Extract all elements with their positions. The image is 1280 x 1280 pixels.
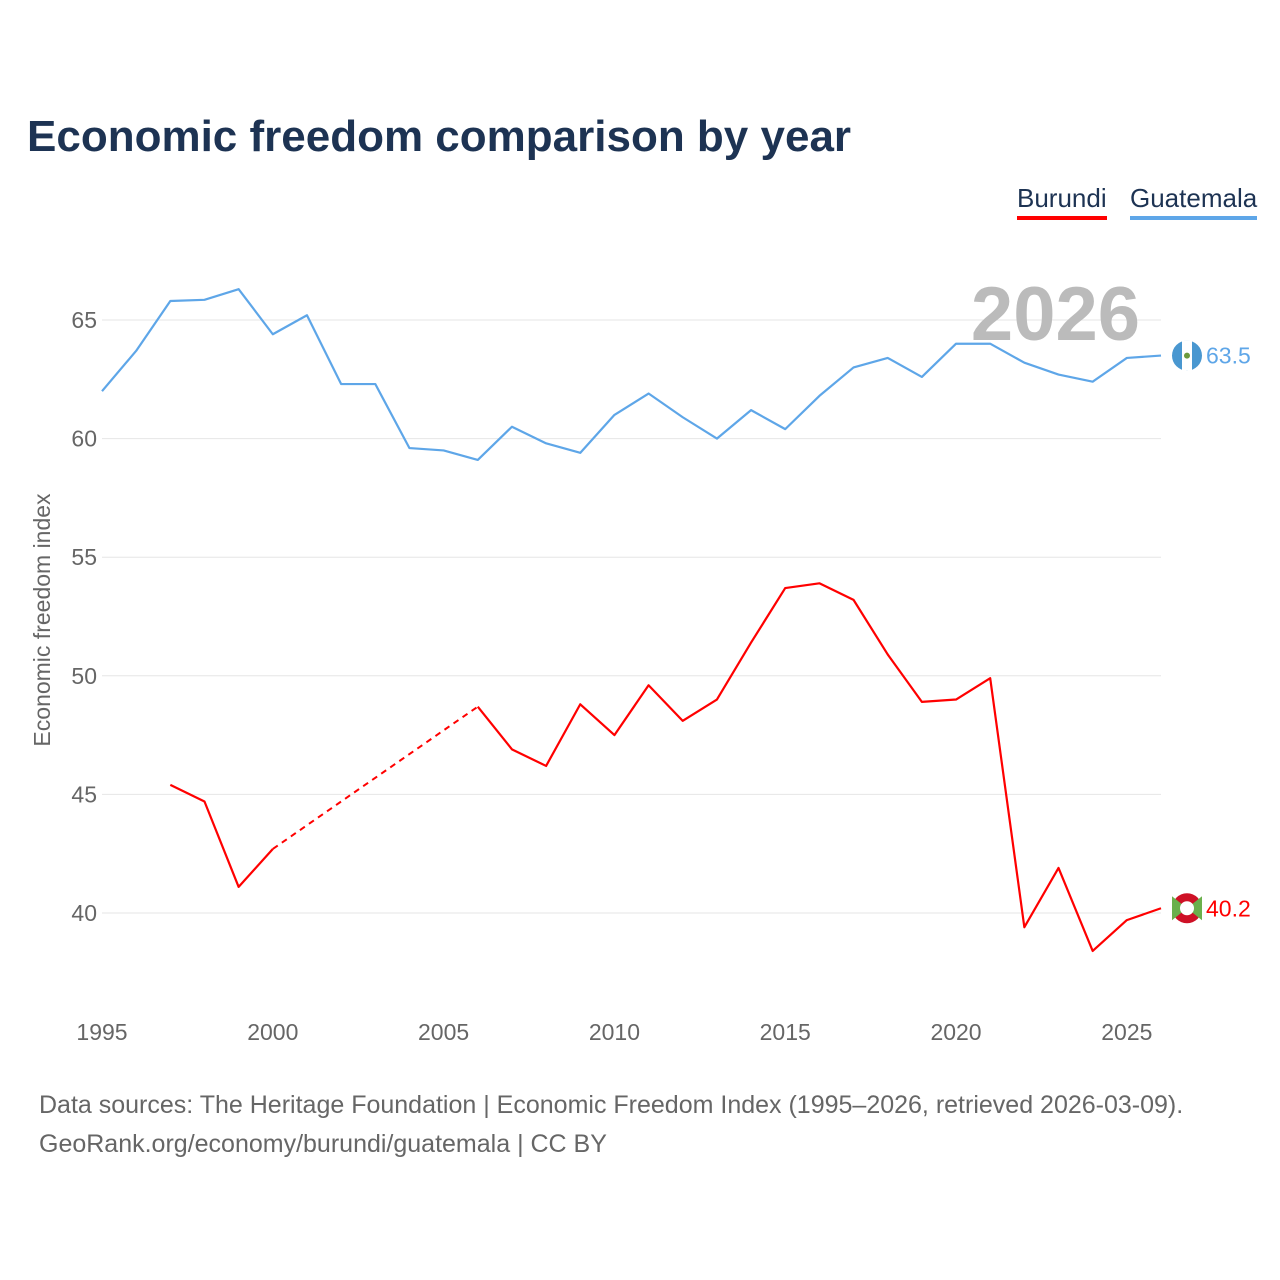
footer-link[interactable]: GeoRank.org/economy/burundi/guatemala | … [39, 1130, 607, 1158]
y-tick-label: 45 [71, 781, 97, 807]
end-value-label-guatemala: 63.5 [1206, 343, 1251, 369]
legend-guatemala[interactable]: Guatemala [1130, 183, 1258, 220]
chart-title: Economic freedom comparison by year [27, 112, 852, 161]
y-tick-label: 55 [71, 544, 97, 570]
x-tick-label: 1995 [76, 1019, 127, 1045]
series-line-guatemala [101, 288, 1162, 462]
series-gap-burundi [272, 705, 479, 850]
end-value-label-burundi: 40.2 [1206, 895, 1251, 921]
x-tick-label: 2000 [247, 1019, 298, 1045]
x-tick-label: 2025 [1101, 1019, 1152, 1045]
x-tick-label: 2015 [760, 1019, 811, 1045]
y-tick-label: 50 [71, 663, 97, 689]
y-tick-label: 60 [71, 426, 97, 452]
y-tick-label: 65 [71, 307, 97, 333]
legend-burundi[interactable]: Burundi [1017, 183, 1107, 220]
burundi-flag-icon-disc [1180, 901, 1194, 916]
guatemala-flag-icon-emblem [1184, 352, 1190, 359]
series-line-burundi [169, 783, 274, 889]
series-line-burundi [476, 582, 1162, 953]
footer-sources: Data sources: The Heritage Foundation | … [39, 1091, 1184, 1119]
year-overlay: 2026 [971, 272, 1140, 357]
y-tick-label: 40 [71, 900, 97, 926]
x-tick-label: 2010 [589, 1019, 640, 1045]
x-tick-label: 2005 [418, 1019, 469, 1045]
x-tick-label: 2020 [930, 1019, 981, 1045]
y-axis-label: Economic freedom index [29, 493, 55, 747]
footer: Data sources: The Heritage Foundation | … [39, 1086, 1183, 1164]
